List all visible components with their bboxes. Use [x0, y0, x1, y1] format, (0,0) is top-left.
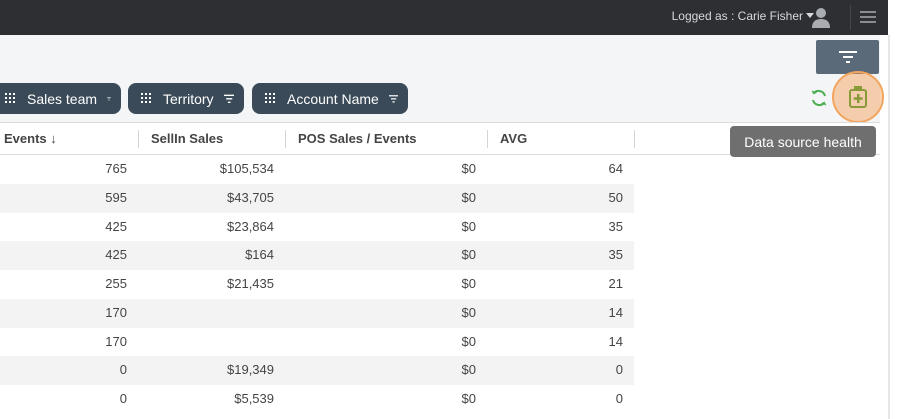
table-cell: $5,539	[234, 391, 274, 406]
table-row[interactable]: 595 $43,705 $0 50	[0, 183, 634, 213]
top-navbar	[0, 0, 888, 35]
table-cell: $0	[461, 362, 476, 378]
logged-as-label: Logged as : Carie Fisher	[671, 9, 803, 23]
table-cell: 0	[119, 391, 127, 406]
table-cell: $43,705	[227, 189, 274, 205]
table-cell: 0	[615, 391, 623, 406]
table-cell: $164	[245, 247, 274, 263]
filter-chip-sales-team[interactable]: Sales team	[0, 83, 121, 114]
scrollbar-track[interactable]	[888, 0, 900, 419]
column-header-pos-sales[interactable]: POS Sales / Events	[298, 131, 417, 146]
table-row[interactable]: 425 $23,864 $0 35	[0, 213, 634, 242]
table-cell: 14	[608, 333, 623, 349]
drag-handle-icon[interactable]	[141, 92, 151, 105]
table-cell: 64	[608, 161, 623, 176]
table-row[interactable]: 765 $105,534 $0 64	[0, 155, 634, 184]
data-source-health-tooltip: Data source health	[730, 126, 876, 157]
table-row[interactable]: 255 $21,435 $0 21	[0, 270, 634, 299]
table-cell: $105,534	[219, 161, 274, 176]
table-cell: 35	[608, 218, 623, 234]
filter-icon[interactable]	[223, 94, 234, 104]
table-cell: 14	[608, 304, 623, 320]
table-cell: 425	[105, 247, 127, 263]
filter-chip-territory[interactable]: Territory	[128, 83, 244, 114]
column-header-sellin-sales[interactable]: SellIn Sales	[151, 131, 224, 146]
table-row[interactable]: 0 $19,349 $0 0	[0, 356, 634, 385]
table-cell: $19,349	[227, 362, 274, 378]
column-header-avg[interactable]: AVG	[500, 131, 528, 146]
table-cell: 425	[105, 218, 127, 234]
table-cell: $0	[461, 247, 476, 263]
filter-icon[interactable]	[388, 94, 398, 104]
caret-down-icon	[806, 13, 814, 18]
filter-toggle-button[interactable]	[816, 40, 879, 74]
table-row[interactable]: 170 $0 14	[0, 298, 634, 328]
table-cell: 50	[608, 189, 623, 205]
table-cell: $0	[461, 276, 476, 291]
table-cell: 0	[119, 362, 127, 378]
column-header-events[interactable]: Events ↓	[4, 131, 57, 146]
table-cell: $0	[461, 218, 476, 234]
navbar-divider	[850, 5, 851, 30]
table-cell: 21	[608, 276, 623, 291]
table-cell: 35	[608, 247, 623, 263]
table-cell: 170	[105, 333, 127, 349]
filter-icon[interactable]	[107, 94, 111, 104]
table-cell: $0	[461, 391, 476, 406]
filter-chip-label: Sales team	[27, 90, 98, 107]
table-row[interactable]: 425 $164 $0 35	[0, 241, 634, 270]
table-cell: 170	[105, 304, 127, 320]
filter-chip-account-name[interactable]: Account Name	[252, 83, 408, 114]
table-cell: $21,435	[227, 276, 274, 291]
table-row[interactable]: 170 $0 14	[0, 328, 634, 357]
refresh-icon[interactable]	[809, 88, 829, 108]
hamburger-menu-icon[interactable]	[860, 11, 876, 23]
data-health-icon	[849, 86, 867, 108]
drag-handle-icon[interactable]	[265, 92, 275, 105]
filter-icon	[838, 50, 857, 63]
table-cell: $0	[461, 304, 476, 320]
table-cell: 595	[105, 189, 127, 205]
table-cell: $0	[461, 189, 476, 205]
user-menu[interactable]: Logged as : Carie Fisher	[672, 9, 814, 23]
table-cell	[140, 328, 274, 357]
drag-handle-icon[interactable]	[5, 92, 15, 105]
table-cell: $0	[461, 333, 476, 349]
table-row[interactable]: 0 $5,539 $0 0	[0, 385, 634, 414]
table-cell	[140, 299, 274, 328]
table-cell: 0	[615, 362, 623, 378]
data-source-health-button[interactable]	[832, 71, 884, 123]
filter-chip-label: Account Name	[287, 90, 379, 107]
data-table: Events ↓ SellIn Sales POS Sales / Events…	[0, 122, 880, 419]
table-cell: $23,864	[227, 218, 274, 234]
filter-chip-label: Territory	[163, 90, 214, 107]
user-avatar-icon[interactable]	[810, 6, 832, 28]
table-cell: 255	[105, 276, 127, 291]
table-cell: $0	[461, 161, 476, 176]
table-cell: 765	[105, 161, 127, 176]
